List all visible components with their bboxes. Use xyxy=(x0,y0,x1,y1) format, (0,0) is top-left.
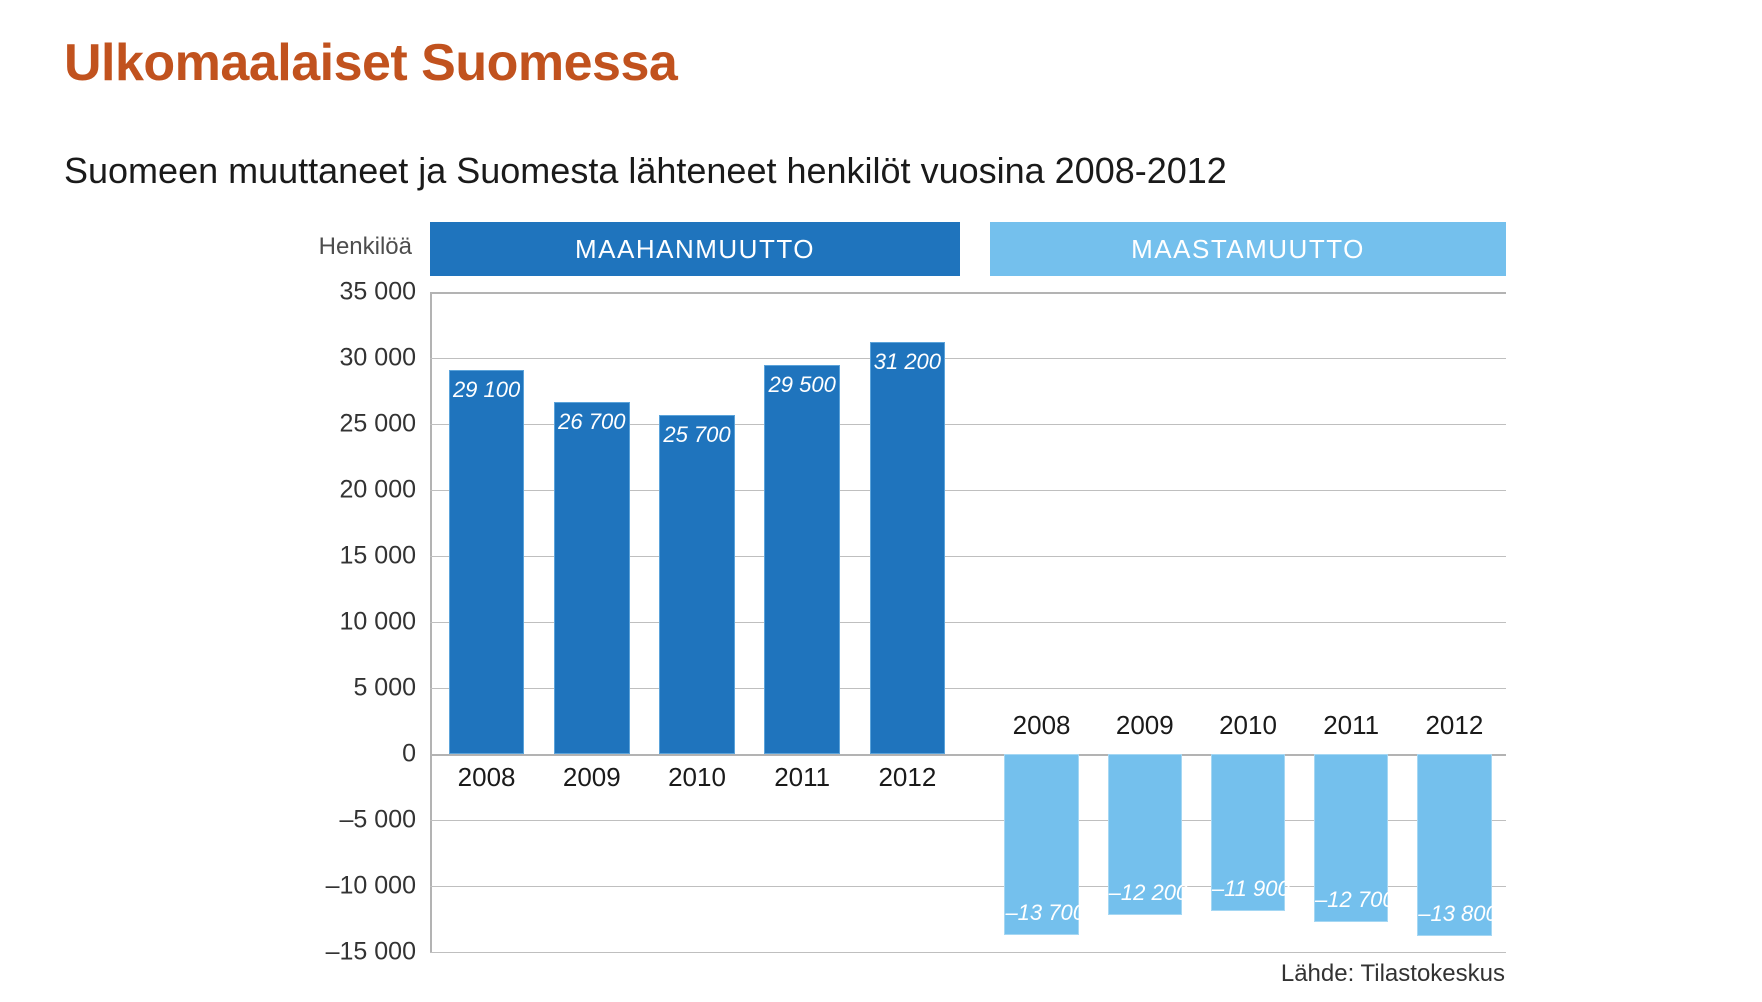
y-axis-tick-label: 30 000 xyxy=(339,343,416,372)
page-subtitle: Suomeen muuttaneet ja Suomesta lähteneet… xyxy=(64,150,1227,191)
bar-maastamuutto-2010: –11 900 xyxy=(1210,754,1290,912)
y-axis-tick-label: –15 000 xyxy=(325,937,416,966)
x-axis-label-2009: 2009 xyxy=(1115,710,1174,740)
bar-value-label: –13 800 xyxy=(1418,901,1498,927)
bar-value-label: 25 700 xyxy=(663,421,731,447)
y-axis-tick-label: 20 000 xyxy=(339,475,416,504)
plot-area: 35 000 30 000 25 000 20 000 15 000 10 000 5 00… xyxy=(326,278,1506,966)
x-axis-label-2011: 2011 xyxy=(1323,710,1380,740)
x-axis-label-2012: 2012 xyxy=(878,762,937,792)
chart-legend-bands: Henkilöä MAAHANMUUTTO MAASTAMUUTTO xyxy=(290,222,1506,276)
bar-maahanmuutto-2012: 31 200 xyxy=(869,342,946,754)
y-axis-tick-label: –10 000 xyxy=(325,871,416,900)
bar-value-label: –12 700 xyxy=(1315,886,1395,912)
x-axis-label-2010: 2010 xyxy=(668,762,726,792)
gridline xyxy=(430,292,1506,294)
y-axis-tick-label: 10 000 xyxy=(339,607,416,636)
gridline xyxy=(430,886,1506,887)
y-axis-tick-label: 15 000 xyxy=(339,541,416,570)
y-axis-tick-label: –5 000 xyxy=(339,805,416,834)
gridline xyxy=(430,490,1506,491)
bar-maahanmuutto-2009: 26 700 xyxy=(553,401,630,754)
x-axis-label-2012: 2012 xyxy=(1425,710,1484,740)
gridline xyxy=(430,820,1506,821)
bar-maahanmuutto-2010: 25 700 xyxy=(659,414,735,754)
bar-maahanmuutto-2008: 29 100 xyxy=(448,369,525,754)
legend-band-emigration: MAASTAMUUTTO xyxy=(990,222,1506,276)
x-axis-label-2010: 2010 xyxy=(1219,710,1277,740)
y-axis-tick-label: 25 000 xyxy=(339,409,416,438)
y-axis-unit-label: Henkilöä xyxy=(318,233,412,260)
bar-value-label: 29 100 xyxy=(452,376,521,402)
gridline xyxy=(430,424,1506,425)
bar-maastamuutto-2011: –12 700 xyxy=(1314,754,1395,922)
gridline xyxy=(430,622,1506,623)
page-title: Ulkomaalaiset Suomessa xyxy=(64,34,678,92)
gridline xyxy=(430,358,1506,359)
x-axis-label-2008: 2008 xyxy=(457,762,516,792)
bar-value-label: 29 500 xyxy=(768,371,836,397)
gridline xyxy=(430,952,1506,953)
y-axis-tick-label: 0 xyxy=(402,739,416,768)
bar-maastamuutto-2012: –13 800 xyxy=(1417,754,1498,937)
y-axis-tick-label: 35 000 xyxy=(339,277,416,306)
x-axis-label-2011: 2011 xyxy=(774,762,831,792)
bar-maahanmuutto-2011: 29 500 xyxy=(764,364,841,754)
migration-bar-chart: Henkilöä MAAHANMUUTTO MAASTAMUUTTO 35 00… xyxy=(290,222,1506,987)
y-axis-tick-label: 5 000 xyxy=(353,673,416,702)
gridline xyxy=(430,754,1506,756)
gridline xyxy=(430,556,1506,557)
bar-value-label: –13 700 xyxy=(1005,899,1085,925)
source-note: Lähde: Tilastokeskus xyxy=(1280,960,1505,987)
bar-value-label: 31 200 xyxy=(873,349,942,375)
legend-band-immigration: MAAHANMUUTTO xyxy=(430,222,960,276)
x-axis-label-2009: 2009 xyxy=(562,762,621,792)
x-axis-label-2008: 2008 xyxy=(1012,710,1071,740)
bar-value-label: –12 200 xyxy=(1108,880,1189,906)
gridline xyxy=(430,688,1506,689)
bar-value-label: –11 900 xyxy=(1211,876,1290,902)
bar-value-label: 26 700 xyxy=(558,408,626,434)
bar-maastamuutto-2008: –13 700 xyxy=(1004,754,1085,935)
bar-maastamuutto-2009: –12 200 xyxy=(1107,754,1189,916)
